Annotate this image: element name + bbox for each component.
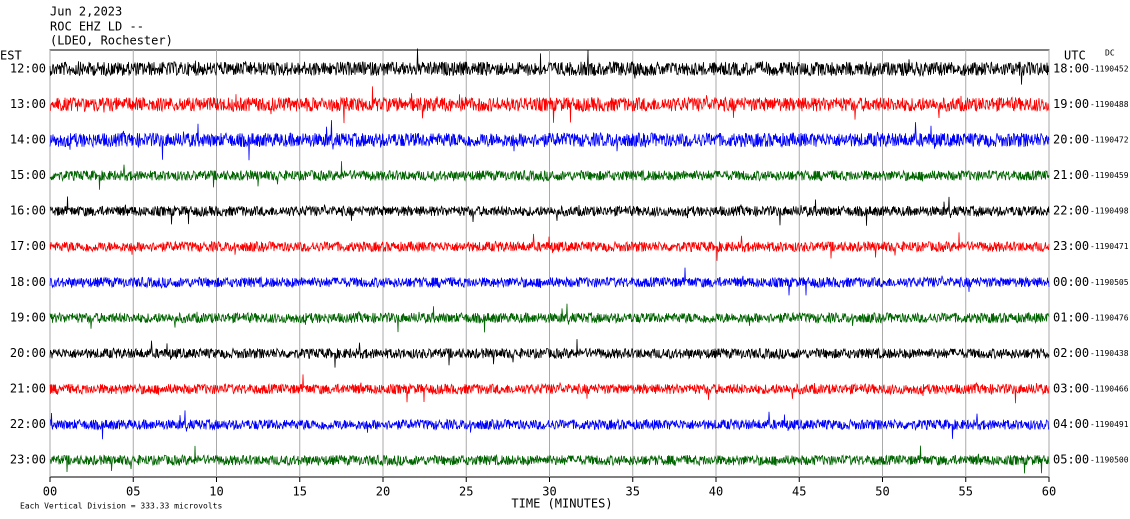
est-time-label: 19:00 [10,310,46,324]
dc-offset-label: -1190452 [1090,64,1129,73]
est-time-label: 17:00 [10,239,46,253]
est-time-label: 12:00 [10,61,46,75]
dc-offset-label: -1190488 [1090,100,1129,109]
seismic-trace [49,196,1050,226]
seismic-trace [49,161,1050,190]
seismic-trace [49,374,1050,404]
est-time-label: 13:00 [10,97,46,111]
est-time-label: 22:00 [10,417,46,431]
utc-time-label: 19:00 [1053,97,1089,111]
x-tick-label: 60 [1042,485,1056,499]
est-time-label: 16:00 [10,204,46,218]
x-tick-label: 25 [459,485,473,499]
est-time-label: 21:00 [10,382,46,396]
seismic-trace [49,303,1050,333]
utc-time-label: 00:00 [1053,275,1089,289]
utc-time-label: 04:00 [1053,417,1089,431]
seismic-trace [49,410,1050,440]
est-time-label: 18:00 [10,275,46,289]
utc-time-label: 03:00 [1053,382,1089,396]
utc-time-label: 01:00 [1053,310,1089,324]
est-time-label: 15:00 [10,168,46,182]
seismic-trace [49,120,1050,161]
dc-offset-label: -1190476 [1090,313,1129,322]
x-tick-label: 20 [376,485,390,499]
est-time-label: 23:00 [10,453,46,467]
x-tick-label: 40 [709,485,723,499]
dc-offset-label: -1190471 [1090,242,1129,251]
dc-offset-label: -1190500 [1090,456,1129,465]
seismic-trace [49,232,1050,261]
dc-offset-label: -1190505 [1090,278,1129,287]
x-tick-label: 35 [626,485,640,499]
dc-offset-label: -1190491 [1090,420,1129,429]
dc-offset-label: -1190438 [1090,349,1129,358]
x-tick-label: 30 [542,485,556,499]
utc-time-label: 23:00 [1053,239,1089,253]
seismic-trace [49,445,1050,474]
x-tick-label: 55 [959,485,973,499]
x-tick-label: 15 [293,485,307,499]
x-tick-label: 00 [43,485,57,499]
seismic-trace [49,339,1050,368]
dc-offset-label: -1190498 [1090,207,1129,216]
dc-offset-label: -1190466 [1090,385,1129,394]
x-tick-label: 50 [875,485,889,499]
utc-time-label: 05:00 [1053,453,1089,467]
x-axis-title: TIME (MINUTES) [511,497,612,511]
x-tick-label: 10 [209,485,223,499]
utc-time-label: 20:00 [1053,132,1089,146]
channel-subtitle: ROC EHZ LD -- [50,20,144,34]
utc-time-label: 02:00 [1053,346,1089,360]
dc-offset-label: -1190459 [1090,171,1129,180]
station-label: (LDEO, Rochester) [50,34,173,48]
seismic-trace [49,48,1050,85]
utc-label: UTC [1064,49,1086,63]
utc-time-label: 18:00 [1053,61,1089,75]
x-tick-label: 05 [126,485,140,499]
date-title: Jun 2,2023 [50,5,122,19]
seismic-trace [49,267,1050,296]
footnote: Each Vertical Division = 333.33 microvol… [20,502,222,511]
dc-label: DC [1105,49,1115,58]
est-time-label: 20:00 [10,346,46,360]
x-tick-label: 45 [792,485,806,499]
est-time-label: 14:00 [10,132,46,146]
utc-time-label: 22:00 [1053,204,1089,218]
utc-time-label: 21:00 [1053,168,1089,182]
est-label: EST [0,49,22,63]
seismic-trace [49,86,1050,124]
dc-offset-label: -1190472 [1090,135,1129,144]
